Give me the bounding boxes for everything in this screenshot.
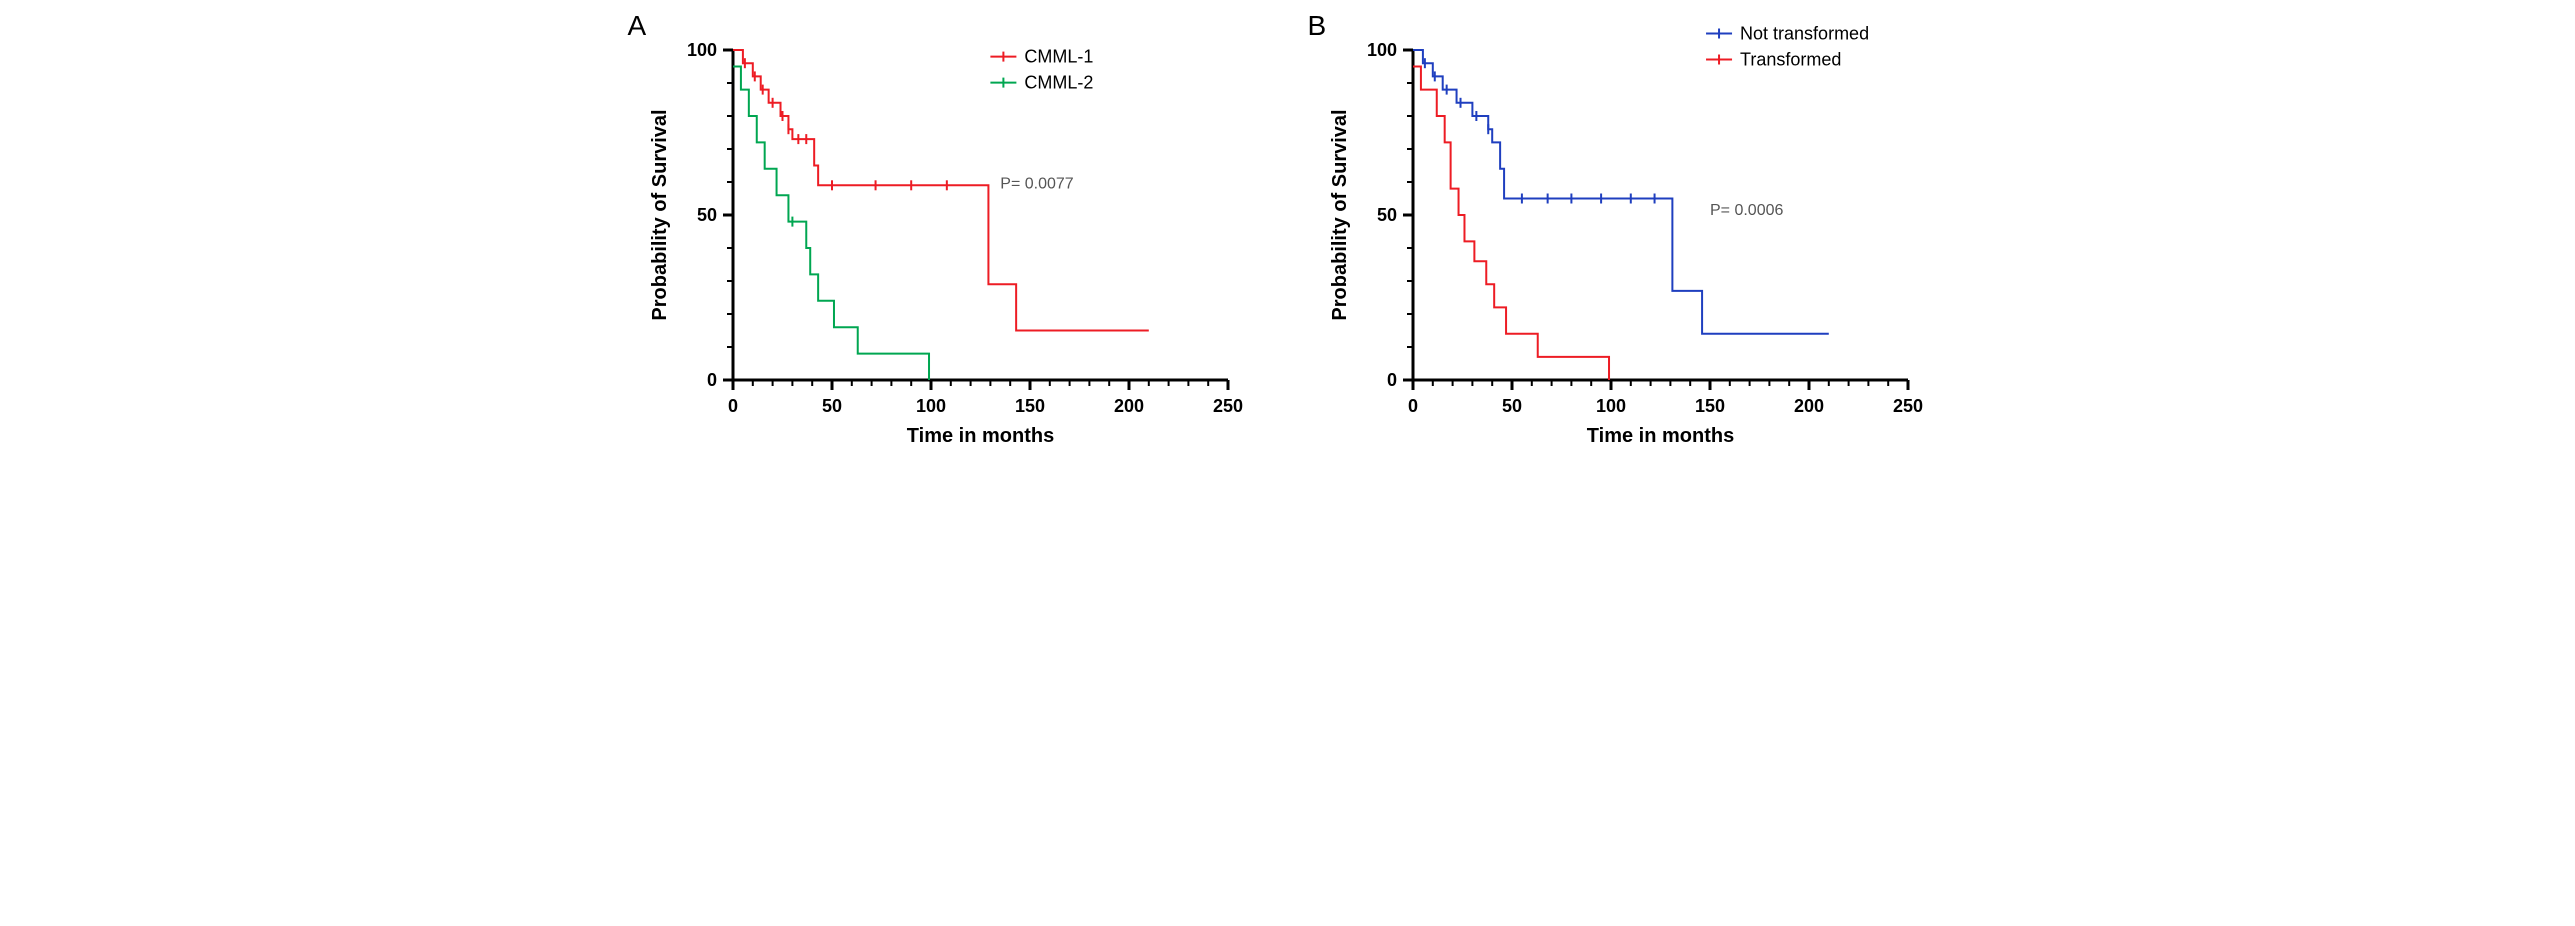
svg-text:50: 50 [1376,205,1396,225]
svg-text:250: 250 [1212,396,1242,416]
svg-text:50: 50 [821,396,841,416]
svg-text:0: 0 [1386,370,1396,390]
panel-label-a: A [628,10,647,42]
svg-text:100: 100 [915,396,945,416]
svg-text:0: 0 [706,370,716,390]
chart-b: 0 50 100 150 200 250 0 50 100 Time in months Proba… [1318,20,1938,460]
svg-text:100: 100 [686,40,716,60]
svg-text:CMML-2: CMML-2 [1024,73,1093,93]
chart-a: 0 50 100 150 200 250 0 50 100 Time in months Proba… [638,20,1258,460]
svg-text:100: 100 [1595,396,1625,416]
svg-text:150: 150 [1694,396,1724,416]
svg-text:Transformed: Transformed [1740,50,1841,70]
figure-container: A 050100150200250050100Time in monthsPro… [20,20,2555,460]
svg-text:P= 0.0006: P= 0.0006 [1710,202,1784,219]
svg-text:0: 0 [727,396,737,416]
svg-text:Not transformed: Not transformed [1740,24,1869,44]
svg-text:200: 200 [1793,396,1823,416]
svg-text:50: 50 [696,205,716,225]
svg-text:CMML-1: CMML-1 [1024,47,1093,67]
svg-text:0: 0 [1407,396,1417,416]
svg-text:200: 200 [1113,396,1143,416]
panel-a: A 050100150200250050100Time in monthsPro… [638,20,1258,460]
svg-text:P= 0.0077: P= 0.0077 [1000,176,1074,193]
panel-label-b: B [1308,10,1327,42]
svg-text:Time in months: Time in months [906,425,1053,447]
svg-text:50: 50 [1501,396,1521,416]
panel-b: B 050100150200250050100Time in monthsPro… [1318,20,1938,460]
svg-text:150: 150 [1014,396,1044,416]
svg-text:Probability of Survival: Probability of Survival [1329,109,1351,320]
svg-text:100: 100 [1366,40,1396,60]
svg-text:Time in months: Time in months [1586,425,1733,447]
svg-text:Probability of Survival: Probability of Survival [649,109,671,320]
svg-text:250: 250 [1892,396,1922,416]
